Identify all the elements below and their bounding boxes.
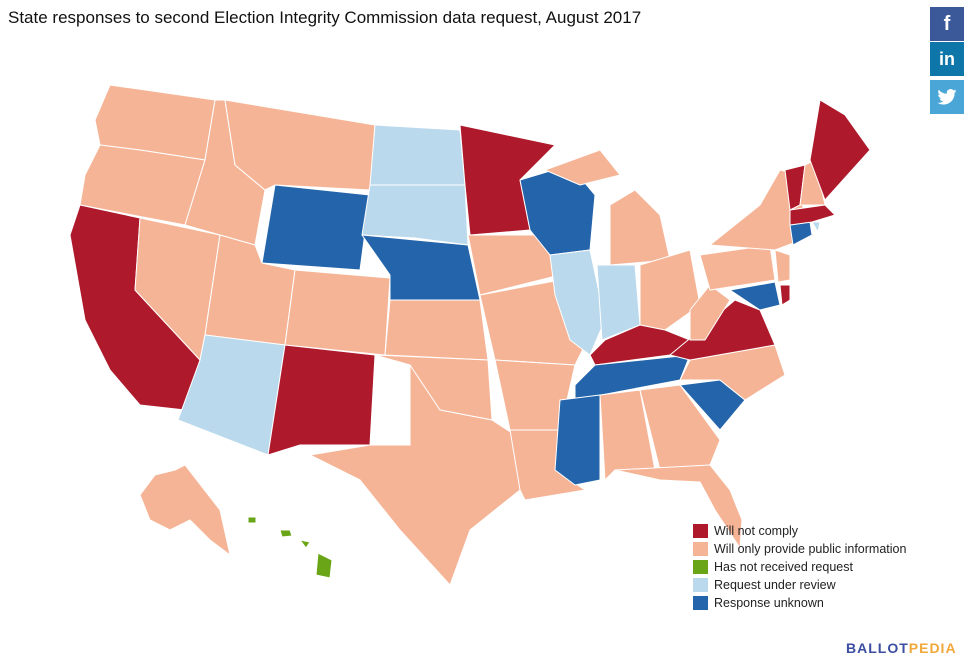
facebook-share-button[interactable]: f bbox=[930, 7, 964, 41]
state-wy bbox=[261, 184, 371, 271]
state-me bbox=[809, 99, 871, 201]
state-ga bbox=[639, 384, 721, 471]
state-ct bbox=[789, 221, 813, 246]
state-ms bbox=[554, 394, 601, 486]
state-nd bbox=[369, 124, 466, 186]
state-co bbox=[284, 269, 391, 356]
legend-label: Request under review bbox=[714, 578, 836, 592]
state-pa bbox=[699, 244, 776, 291]
state-mi bbox=[609, 189, 671, 266]
legend-swatch bbox=[693, 596, 708, 610]
legend-swatch bbox=[693, 560, 708, 574]
map-title: State responses to second Election Integ… bbox=[8, 8, 642, 27]
state-ak bbox=[139, 464, 231, 556]
state-md bbox=[729, 281, 781, 311]
ballotpedia-logo: BALLOTPEDIA bbox=[846, 640, 957, 656]
state-wv bbox=[689, 284, 731, 341]
state-ks bbox=[384, 299, 489, 361]
legend-item-unknown: Response unknown bbox=[693, 594, 906, 612]
legend-label: Will only provide public information bbox=[714, 542, 907, 556]
legend-item-none: Has not received request bbox=[693, 558, 906, 576]
state-de bbox=[779, 284, 791, 306]
legend-swatch bbox=[693, 542, 708, 556]
linkedin-icon: in bbox=[939, 48, 955, 69]
map-legend: Will not comply Will only provide public … bbox=[693, 522, 906, 612]
state-hi bbox=[247, 516, 257, 524]
state-ri bbox=[811, 221, 821, 233]
state-oh bbox=[639, 249, 701, 331]
legend-item-refuse: Will not comply bbox=[693, 522, 906, 540]
legend-item-public: Will only provide public information bbox=[693, 540, 906, 558]
legend-label: Will not comply bbox=[714, 524, 799, 538]
linkedin-share-button[interactable]: in bbox=[930, 42, 964, 76]
state-nm bbox=[267, 344, 376, 456]
state-fl bbox=[614, 464, 743, 549]
legend-item-review: Request under review bbox=[693, 576, 906, 594]
twitter-icon bbox=[937, 89, 957, 105]
state-mi bbox=[544, 149, 621, 186]
facebook-icon: f bbox=[943, 12, 951, 35]
legend-swatch bbox=[693, 524, 708, 538]
state-tn bbox=[574, 354, 691, 401]
state-hi bbox=[299, 539, 311, 549]
state-ma bbox=[789, 204, 836, 226]
legend-label: Has not received request bbox=[714, 560, 853, 574]
legend-swatch bbox=[693, 578, 708, 592]
legend-label: Response unknown bbox=[714, 596, 824, 610]
state-nj bbox=[774, 249, 791, 283]
state-az bbox=[177, 334, 286, 456]
state-sd bbox=[361, 184, 469, 246]
state-hi bbox=[279, 529, 293, 538]
state-hi bbox=[315, 552, 333, 579]
twitter-share-button[interactable] bbox=[930, 80, 964, 114]
